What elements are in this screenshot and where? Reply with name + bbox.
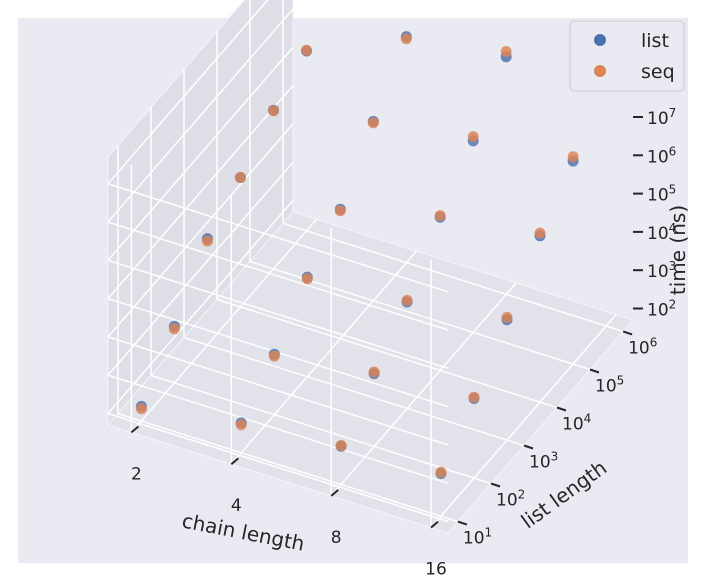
data-point-seq [500,46,512,57]
z-grid-line [107,0,269,185]
x-grid-line [230,250,417,465]
y-grid-line [117,412,459,523]
data-point-seq [368,366,380,378]
data-point-seq [234,172,246,183]
y-tick-mark [523,444,534,450]
data-point-seq [135,403,147,415]
x-grid-line [430,314,617,529]
grid-lines [107,0,624,529]
z-grid-line [107,85,294,300]
data-point-seq [335,440,347,451]
z-grid-line [107,336,449,446]
y-grid-line [150,374,492,485]
z-grid-line [107,374,449,484]
y-tick-label: 105 [595,374,624,397]
z-tick-label: 106 [647,144,676,167]
y-tick-label: 101 [463,526,492,549]
z-grid-line [107,123,294,338]
data-point-seq [400,33,412,45]
y-tick-mark [490,482,501,488]
y-tick-mark [622,330,633,336]
z-grid-line [107,200,294,414]
z-grid-line [107,221,449,331]
y-grid-line [282,222,624,333]
data-point-seq [301,273,313,285]
data-point-seq [435,466,447,478]
data-point-seq [401,294,413,306]
y-tick-label: 104 [562,412,591,435]
x-tick-mark [130,425,140,434]
y-grid-line [216,298,558,409]
y-grid-line [183,336,525,447]
data-point-seq [567,151,579,163]
z-tick-label: 107 [647,106,676,129]
data-point-seq [501,311,513,323]
z-grid-line [107,8,294,223]
x-tick-label: 8 [331,528,342,548]
data-point-seq [468,391,480,403]
y-tick-mark [457,520,468,526]
data-point-seq [334,205,346,217]
z-tick-label: 104 [647,221,676,244]
data-point-seq [268,105,279,117]
legend-label-seq: seq [641,61,675,83]
y-tick-mark [556,406,567,412]
data-point-seq [467,131,479,143]
y-tick-label: 106 [628,335,657,358]
y-tick-label: 103 [529,450,558,473]
legend: list seq [569,20,685,92]
y-tick-mark [589,368,600,374]
z-axis-title: time (ns) [666,205,690,295]
data-point-seq [168,323,180,335]
x-grid-line [130,218,317,433]
data-point-seq [235,419,247,431]
z-tick-label: 105 [647,183,676,206]
data-point-seq [301,44,312,56]
x-grid-line [330,282,517,497]
legend-label-list: list [641,30,669,52]
data-points [135,31,612,479]
data-point-seq [268,350,280,362]
data-point-seq [534,227,546,239]
x-tick-label: 4 [231,496,242,516]
z-grid-line [107,46,294,261]
x-tick-mark [230,457,239,465]
x-tick-mark [330,489,339,497]
x-tick-mark [430,520,439,529]
data-point-seq [367,117,379,129]
z-grid-line [107,412,449,523]
z-grid-line [107,161,294,376]
legend-marker-seq [594,65,606,77]
y-tick-label: 102 [496,488,525,511]
z-grid-line [107,259,449,370]
x-tick-label: 2 [131,464,142,484]
x-tick-label: 16 [425,560,447,580]
z-tick-label: 102 [647,298,676,321]
data-point-seq [201,235,213,247]
data-point-seq [434,210,446,222]
z-tick-label: 103 [647,259,676,282]
legend-marker-list [594,34,606,46]
z-grid-line [107,183,449,293]
